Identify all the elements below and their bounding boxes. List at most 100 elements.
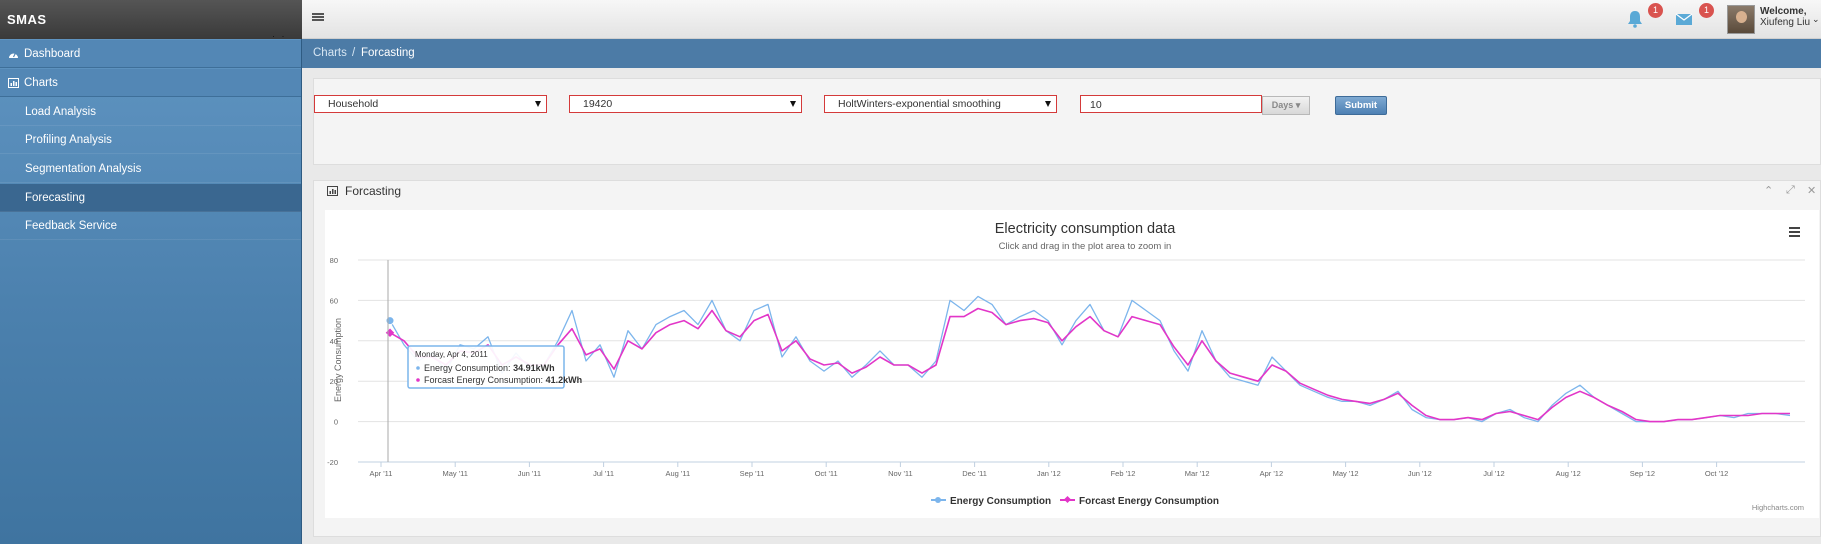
- x-tick-label: Aug '11: [665, 469, 690, 478]
- top-navbar: [0, 0, 1821, 39]
- y-tick-label: 40: [330, 337, 338, 346]
- sidebar-item-label: Forecasting: [25, 192, 86, 204]
- submit-button[interactable]: Submit: [1335, 96, 1387, 115]
- x-tick-label: Nov '11: [888, 469, 913, 478]
- customer-type-value: Household: [328, 98, 379, 110]
- x-tick-label: Oct '11: [815, 469, 838, 478]
- collapse-icon[interactable]: ⌃: [1764, 185, 1774, 197]
- sidebar-item-load-analysis[interactable]: Load Analysis: [0, 98, 301, 126]
- bell-icon[interactable]: [1624, 8, 1646, 30]
- sidebar-item-label: Dashboard: [24, 48, 81, 60]
- method-value: HoltWinters-exponential smoothing: [838, 98, 1001, 110]
- dashboard-icon: [9, 52, 18, 58]
- sidebar-item-label: Charts: [24, 77, 58, 89]
- caret-down-icon: ▾: [1295, 100, 1301, 110]
- sidebar-item-profiling-analysis[interactable]: Profiling Analysis: [0, 126, 301, 154]
- x-tick-label: Jul '11: [593, 469, 614, 478]
- x-tick-label: Feb '12: [1111, 469, 1136, 478]
- svg-text:Energy Consumption: 34.91kWh: Energy Consumption: 34.91kWh: [424, 363, 555, 373]
- y-tick-label: 0: [334, 418, 338, 427]
- tooltip-series1-value: 34.91kWh: [513, 363, 555, 373]
- y-tick-label: 80: [330, 256, 338, 265]
- y-axis-label: Energy Consumption: [333, 318, 343, 402]
- chevron-down-icon[interactable]: ⌄: [1812, 14, 1820, 24]
- panel-title: Forcasting: [345, 184, 402, 198]
- legend-label-forecast: Forcast Energy Consumption: [1079, 496, 1219, 507]
- dropdown-arrow-icon: [1045, 101, 1051, 107]
- sidebar-item-label: Load Analysis: [25, 106, 96, 118]
- horizon-input[interactable]: 10: [1080, 95, 1262, 113]
- meter-id-select[interactable]: 19420: [569, 95, 802, 113]
- tooltip-date: Monday, Apr 4, 2011: [415, 350, 488, 359]
- breadcrumb: Charts / Forcasting: [302, 39, 1821, 68]
- chart-tooltip: Monday, Apr 4, 2011 Energy Consumption: …: [407, 345, 582, 389]
- bar-chart-icon: [8, 78, 19, 88]
- customer-type-select[interactable]: Household: [314, 95, 547, 113]
- sidebar-item-label: Profiling Analysis: [25, 134, 112, 146]
- days-unit-dropdown[interactable]: Days ▾: [1262, 96, 1310, 115]
- days-unit-label: Days: [1271, 100, 1294, 110]
- sidebar-item-label: Segmentation Analysis: [25, 163, 142, 175]
- meter-id-value: 19420: [583, 98, 613, 110]
- chart-series: [385, 295, 1791, 423]
- breadcrumb-link-charts[interactable]: Charts: [313, 47, 347, 59]
- forecast-form-panel: [313, 78, 1821, 165]
- close-icon[interactable]: ✕: [1807, 185, 1817, 197]
- method-select[interactable]: HoltWinters-exponential smoothing: [824, 95, 1057, 113]
- sidebar-item-charts[interactable]: Charts: [0, 69, 301, 97]
- sidebar: Dashboard Charts Load Analysis Profiling…: [0, 39, 302, 544]
- brand-marks: · ·: [272, 31, 287, 41]
- x-tick-label: Jan '12: [1037, 469, 1061, 478]
- user-avatar[interactable]: [1727, 5, 1755, 34]
- sidebar-item-segmentation-analysis[interactable]: Segmentation Analysis: [0, 155, 301, 183]
- x-tick-label: Mar '12: [1185, 469, 1210, 478]
- breadcrumb-separator: /: [352, 47, 356, 59]
- chart-subtitle: Click and drag in the plot area to zoom …: [999, 241, 1172, 252]
- x-tick-label: Dec '11: [962, 469, 987, 478]
- legend-item-forecast[interactable]: Forcast Energy Consumption: [1060, 495, 1219, 507]
- svg-text:Forcast Energy Consumption: 41: Forcast Energy Consumption: 41.2kWh: [424, 375, 582, 385]
- x-tick-label: Jul '12: [1483, 469, 1504, 478]
- sidebar-item-feedback-service[interactable]: Feedback Service: [0, 212, 301, 240]
- brand-logo[interactable]: SMAS: [7, 12, 47, 27]
- line-chart[interactable]: Electricity consumption data Click and d…: [325, 210, 1819, 518]
- x-tick-label: Oct '12: [1705, 469, 1729, 478]
- bar-chart-icon: [327, 186, 338, 196]
- sidebar-item-dashboard[interactable]: Dashboard: [0, 40, 301, 68]
- chart-container[interactable]: Electricity consumption data Click and d…: [325, 210, 1819, 518]
- hover-marker-energy: [385, 316, 395, 326]
- sidebar-item-forecasting[interactable]: Forecasting: [0, 184, 301, 212]
- envelope-icon[interactable]: [1673, 8, 1695, 30]
- welcome-label: Welcome,: [1760, 6, 1807, 17]
- sidebar-toggle-icon[interactable]: [312, 11, 324, 23]
- chart-menu-icon[interactable]: [1789, 227, 1800, 237]
- tooltip-series2-label: Forcast Energy Consumption:: [424, 375, 543, 385]
- horizon-value: 10: [1090, 99, 1102, 111]
- messages-badge: 1: [1699, 3, 1714, 18]
- sidebar-item-label: Feedback Service: [25, 220, 118, 232]
- chart-title: Electricity consumption data: [995, 221, 1176, 237]
- legend-item-energy[interactable]: Energy Consumption: [931, 496, 1051, 507]
- y-tick-label: 20: [330, 377, 338, 386]
- x-tick-label: Apr '12: [1260, 469, 1284, 478]
- x-tick-label: Sep '12: [1630, 469, 1655, 478]
- hover-marker-forecast: [385, 328, 395, 337]
- tooltip-series1-label: Energy Consumption:: [424, 363, 511, 373]
- tooltip-series2-value: 41.2kWh: [546, 375, 583, 385]
- expand-icon[interactable]: ⤢: [1786, 184, 1795, 196]
- y-tick-label: -20: [327, 458, 338, 467]
- x-tick-label: Jun '11: [518, 469, 541, 478]
- breadcrumb-current: Forcasting: [361, 47, 415, 59]
- x-tick-label: Sep '11: [740, 469, 765, 478]
- x-tick-label: Apr '11: [370, 469, 393, 478]
- x-tick-label: May '12: [1333, 469, 1359, 478]
- series-line-energy: [389, 295, 1791, 423]
- dropdown-arrow-icon: [535, 101, 541, 107]
- user-menu[interactable]: Welcome, Xiufeng Liu: [1760, 6, 1810, 28]
- y-axis-ticks: -20 0 20 40 60 80: [327, 256, 338, 467]
- chart-credits-link[interactable]: Highcharts.com: [1752, 503, 1804, 512]
- user-name: Xiufeng Liu: [1760, 17, 1811, 28]
- chart-grid: [358, 259, 1805, 463]
- notifications-badge: 1: [1648, 3, 1663, 18]
- series-line-forecast: [389, 307, 1790, 423]
